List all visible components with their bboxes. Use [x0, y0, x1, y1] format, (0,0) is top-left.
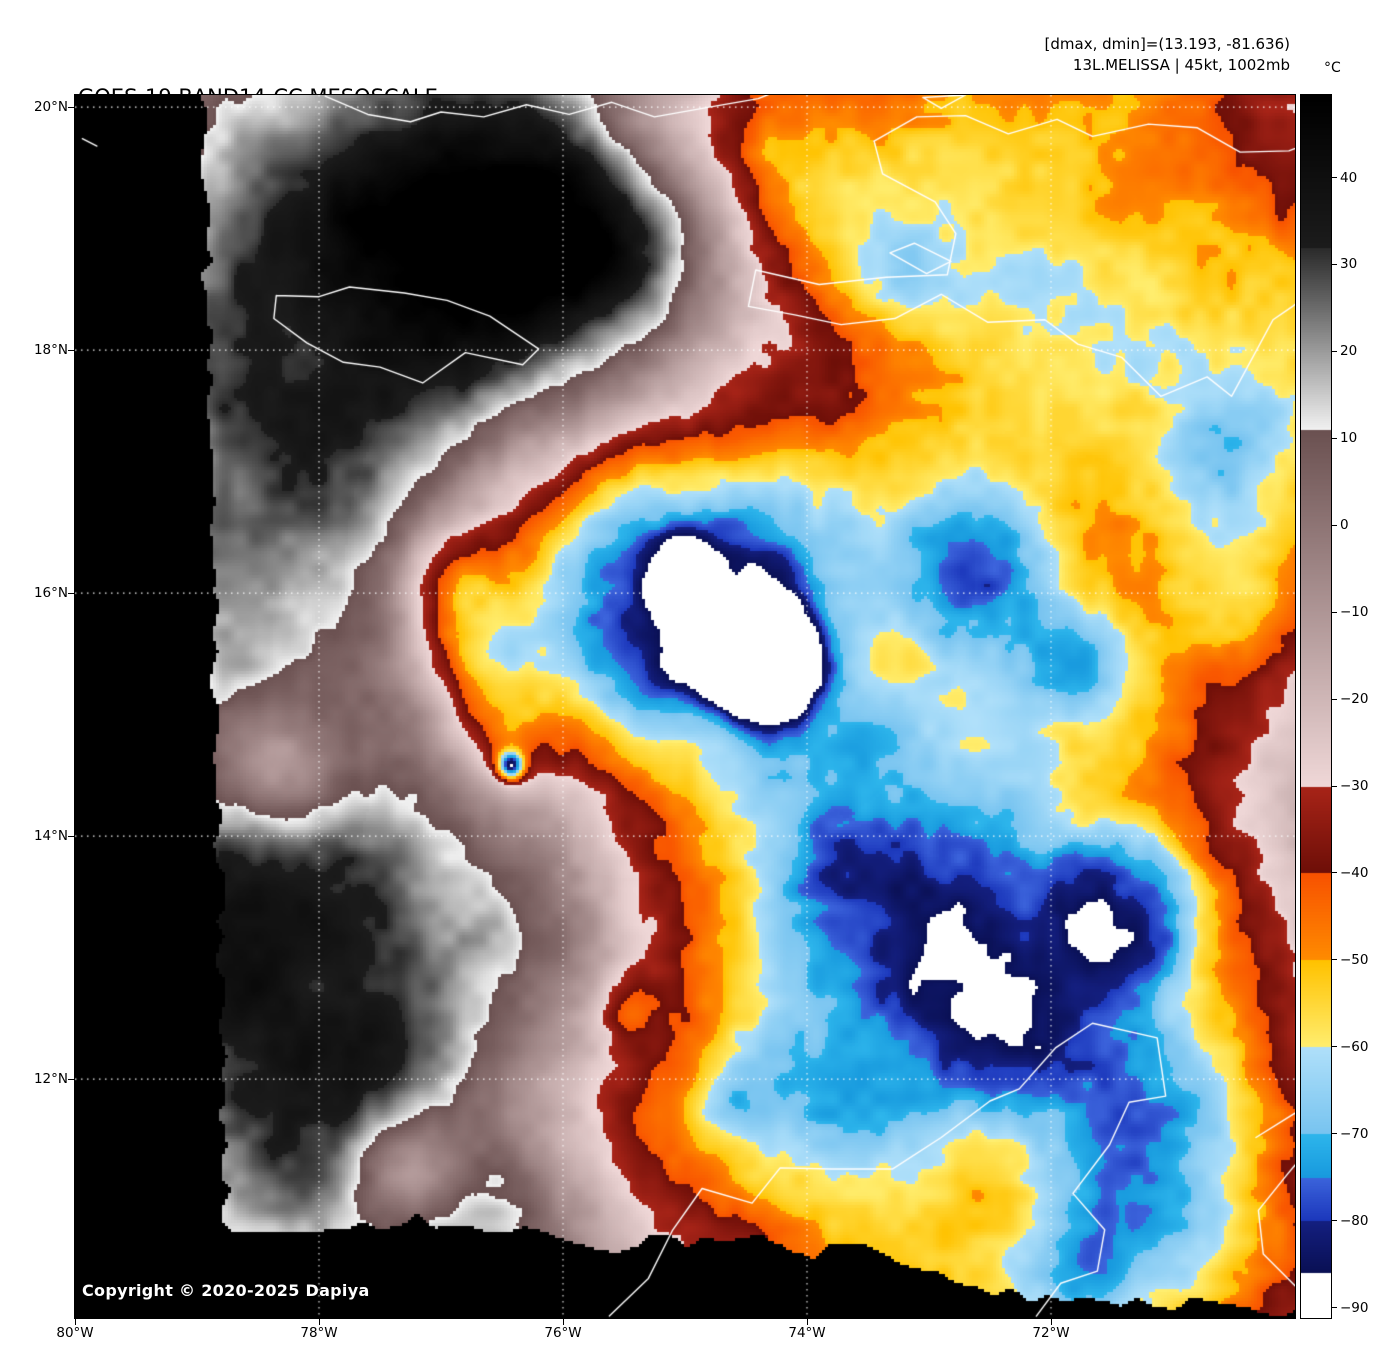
colorbar-tick-mark — [1332, 1220, 1337, 1222]
colorbar-tick-mark — [1332, 698, 1337, 700]
colorbar-tick-mark — [1332, 959, 1337, 961]
lat-tick-mark — [68, 106, 74, 108]
lat-tick-label: 14°N — [33, 828, 68, 845]
lon-tick-mark — [318, 1319, 320, 1325]
colorbar-tick-label: −50 — [1340, 951, 1369, 968]
lon-tick-label: 78°W — [300, 1325, 338, 1341]
lon-tick-label: 74°W — [788, 1325, 826, 1341]
lon-tick-label: 76°W — [544, 1325, 582, 1341]
header-info-block: [dmax, dmin]=(13.193, -81.636) 13L.MELIS… — [1045, 34, 1290, 76]
lat-tick-label: 12°N — [33, 1071, 68, 1088]
lon-tick-mark — [74, 1319, 76, 1325]
lat-tick-label: 16°N — [33, 585, 68, 602]
colorbar-tick-mark — [1332, 1133, 1337, 1135]
lat-tick-mark — [68, 835, 74, 837]
storm-info: 13L.MELISSA | 45kt, 1002mb — [1072, 56, 1290, 74]
colorbar-unit-label: °C — [1324, 60, 1341, 76]
colorbar-tick-label: 10 — [1340, 430, 1358, 447]
colorbar-tick-label: −10 — [1340, 604, 1369, 621]
colorbar-tick-label: −20 — [1340, 691, 1369, 708]
colorbar-tick-label: −70 — [1340, 1125, 1369, 1142]
colorbar-tick-mark — [1332, 872, 1337, 874]
colorbar-tick-label: −40 — [1340, 864, 1369, 881]
lon-tick-mark — [1050, 1319, 1052, 1325]
colorbar-tick-mark — [1332, 263, 1337, 265]
colorbar-tick-mark — [1332, 350, 1337, 352]
colorbar-canvas — [1300, 94, 1332, 1319]
colorbar-tick-mark — [1332, 177, 1337, 179]
colorbar-tick-label: −90 — [1340, 1299, 1369, 1316]
colorbar-tick-label: −60 — [1340, 1038, 1369, 1055]
copyright-watermark: Copyright © 2020-2025 Dapiya — [82, 1281, 370, 1300]
colorbar-tick-mark — [1332, 437, 1337, 439]
colorbar-tick-label: 0 — [1340, 517, 1349, 534]
colorbar-tick-label: 20 — [1340, 343, 1358, 360]
colorbar-tick-label: 40 — [1340, 169, 1358, 186]
lat-tick-label: 20°N — [33, 99, 68, 116]
lat-tick-mark — [68, 592, 74, 594]
lat-tick-mark — [68, 1078, 74, 1080]
colorbar-tick-mark — [1332, 524, 1337, 526]
lon-tick-label: 72°W — [1032, 1325, 1070, 1341]
dmax-dmin-readout: [dmax, dmin]=(13.193, -81.636) — [1044, 35, 1290, 53]
lat-tick-mark — [68, 349, 74, 351]
colorbar-tick-mark — [1332, 1046, 1337, 1048]
lon-tick-mark — [562, 1319, 564, 1325]
satellite-map-canvas — [74, 94, 1296, 1319]
colorbar-tick-label: −30 — [1340, 778, 1369, 795]
colorbar-tick-label: −80 — [1340, 1212, 1369, 1229]
colorbar-tick-mark — [1332, 611, 1337, 613]
colorbar-tick-mark — [1332, 1307, 1337, 1309]
lon-tick-label: 80°W — [56, 1325, 94, 1341]
lat-tick-label: 18°N — [33, 342, 68, 359]
colorbar-tick-label: 30 — [1340, 256, 1358, 273]
colorbar-tick-mark — [1332, 785, 1337, 787]
lon-tick-mark — [806, 1319, 808, 1325]
